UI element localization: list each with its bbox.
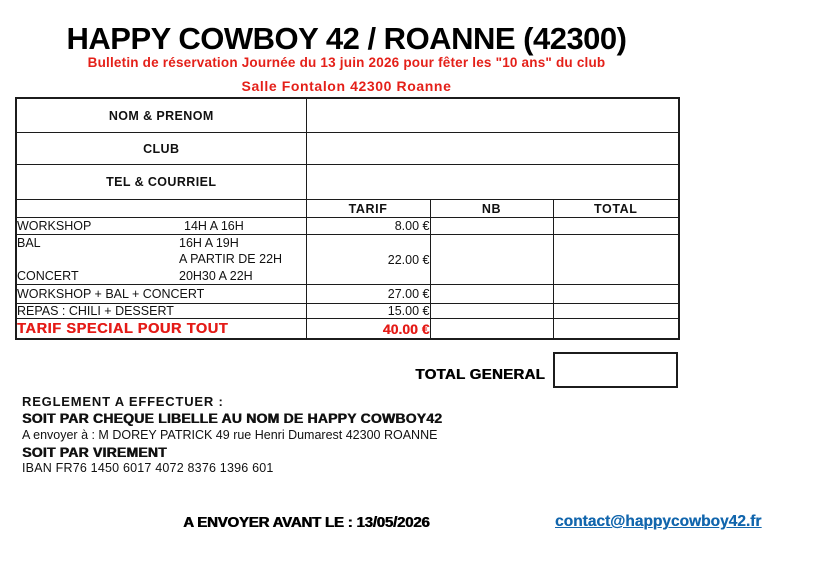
payment-iban-line: IBAN FR76 1450 6017 4072 8376 1396 601	[22, 461, 274, 475]
combo-total-cell[interactable]	[552, 284, 680, 304]
table-row: NOM & PRENOM	[15, 97, 680, 133]
item-time: 16H A 19H	[179, 236, 239, 251]
bal-concert-nb-cell[interactable]	[429, 234, 554, 285]
nom-prenom-input-cell[interactable]	[305, 97, 680, 133]
table-row-combo: WORKSHOP + BAL + CONCERT 27.00 €	[15, 284, 680, 304]
special-total-cell[interactable]	[552, 318, 680, 340]
total-general-input-box[interactable]	[553, 352, 678, 388]
subtitle-event: Bulletin de réservation Journée du 13 ju…	[87, 55, 606, 70]
table-row-special-offer: TARIF SPECIAL POUR TOUT 40.00 €	[15, 318, 680, 340]
repas-total-cell[interactable]	[552, 303, 680, 319]
combo-nb-cell[interactable]	[429, 284, 554, 304]
workshop-total-cell[interactable]	[552, 217, 680, 235]
special-nb-cell[interactable]	[429, 318, 554, 340]
tel-courriel-label: TEL & COURRIEL	[15, 164, 307, 200]
table-row: TEL & COURRIEL	[15, 164, 680, 200]
club-input-cell[interactable]	[305, 132, 680, 165]
repas-nb-cell[interactable]	[429, 303, 554, 319]
send-before-deadline: A ENVOYER AVANT LE : 13/05/2026	[183, 514, 430, 531]
column-header-tarif: TARIF	[305, 199, 431, 218]
item-time: 20H30 A 22H	[179, 268, 253, 283]
total-general-label: TOTAL GENERAL	[415, 366, 545, 383]
bal-concert-item-cell: BAL 16H A 19H A PARTIR DE 22H CONCERT 20…	[15, 234, 307, 285]
nom-prenom-label: NOM & PRENOM	[15, 97, 307, 133]
column-header-total: TOTAL	[552, 199, 680, 218]
contact-email-link[interactable]: contact@happycowboy42.fr	[555, 513, 762, 530]
column-header-nb: NB	[429, 199, 554, 218]
payment-cheque-line: SOIT PAR CHEQUE LIBELLE AU NOM DE HAPPY …	[22, 410, 443, 426]
subtitle-venue: Salle Fontalon 42300 Roanne	[241, 78, 452, 94]
item-label: BAL	[17, 236, 41, 251]
special-tarif: 40.00 €	[305, 318, 431, 340]
payment-heading: REGLEMENT A EFFECTUER :	[22, 394, 224, 409]
reservation-table: NOM & PRENOM CLUB TEL & COURRIEL TARIF N…	[15, 97, 680, 340]
item-line: CONCERT 20H30 A 22H	[17, 268, 305, 284]
item-time: 14H A 16H	[184, 219, 244, 233]
item-line: A PARTIR DE 22H	[17, 251, 305, 267]
payment-virement-line: SOIT PAR VIREMENT	[22, 444, 167, 460]
item-line: BAL 16H A 19H	[17, 236, 305, 252]
tel-courriel-input-cell[interactable]	[305, 164, 680, 200]
repas-item-cell: REPAS : CHILI + DESSERT	[15, 303, 307, 319]
club-label: CLUB	[15, 132, 307, 165]
item-label: CONCERT	[17, 268, 79, 283]
table-header-row: TARIF NB TOTAL	[15, 199, 680, 218]
workshop-item-cell: WORKSHOP 14H A 16H	[15, 217, 307, 235]
bal-concert-tarif: 22.00 €	[305, 234, 431, 285]
table-row-workshop: WORKSHOP 14H A 16H 8.00 €	[15, 217, 680, 235]
workshop-tarif: 8.00 €	[305, 217, 431, 235]
repas-tarif: 15.00 €	[305, 303, 431, 319]
table-row-bal-concert: BAL 16H A 19H A PARTIR DE 22H CONCERT 20…	[15, 234, 680, 285]
table-row: CLUB	[15, 132, 680, 165]
combo-item-cell: WORKSHOP + BAL + CONCERT	[15, 284, 307, 304]
combo-tarif: 27.00 €	[305, 284, 431, 304]
item-time: A PARTIR DE 22H	[179, 252, 283, 267]
bal-concert-total-cell[interactable]	[552, 234, 680, 285]
table-row-repas: REPAS : CHILI + DESSERT 15.00 €	[15, 303, 680, 319]
empty-corner-cell	[15, 199, 307, 218]
item-label: WORKSHOP	[17, 219, 92, 233]
special-item-cell: TARIF SPECIAL POUR TOUT	[15, 318, 307, 340]
payment-address-line: A envoyer à : M DOREY PATRICK 49 rue Hen…	[22, 428, 438, 442]
page-title: HAPPY COWBOY 42 / ROANNE (42300)	[66, 21, 627, 56]
workshop-nb-cell[interactable]	[429, 217, 554, 235]
